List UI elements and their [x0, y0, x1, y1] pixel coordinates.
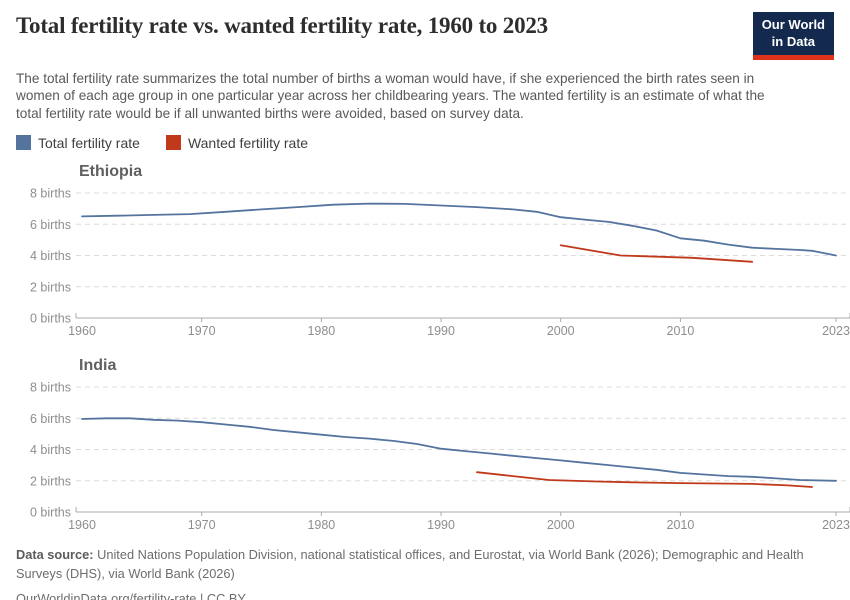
- x-axis-label: 2000: [547, 518, 575, 532]
- title-row: Total fertility rate vs. wanted fertilit…: [16, 12, 834, 60]
- x-axis-label: 1990: [427, 324, 455, 338]
- y-axis-label: 0 births: [30, 505, 71, 519]
- series-line-total-fertility-rate: [81, 417, 837, 482]
- charts-container: Ethiopia 0 births 2 births 4 births 6 births…: [16, 162, 850, 534]
- legend-item-0: Total fertility rate: [16, 135, 140, 151]
- legend: Total fertility rate Wanted fertility rat…: [16, 135, 834, 151]
- y-axis-label: 4 births: [30, 443, 71, 457]
- chart-panel-title: India: [79, 356, 117, 374]
- page-title: Total fertility rate vs. wanted fertilit…: [16, 13, 548, 38]
- x-axis-label: 1970: [188, 324, 216, 338]
- y-axis-label: 0 births: [30, 311, 71, 325]
- chart-subtitle: The total fertility rate summarizes the …: [16, 70, 765, 121]
- y-axis-label: 2 births: [30, 474, 71, 488]
- x-axis-label: 1990: [427, 518, 455, 532]
- chart-india: India 0 births 2 births 4 births 6 births 8 b…: [16, 356, 850, 534]
- x-axis-label: 2023: [822, 518, 850, 532]
- legend-swatch-icon: [16, 135, 31, 151]
- footer-link-line: OurWorldinData.org/fertility-rate | CC B…: [16, 590, 831, 600]
- series-line-total-fertility-rate: [81, 202, 837, 257]
- owid-logo-line1: Our World: [761, 17, 825, 32]
- owid-logo: Our World in Data: [752, 12, 834, 60]
- chart-ethiopia: Ethiopia 0 births 2 births 4 births 6 births…: [16, 162, 850, 340]
- legend-label: Wanted fertility rate: [187, 134, 309, 151]
- y-axis-label: 4 births: [30, 249, 71, 263]
- legend-swatch-icon: [165, 135, 181, 151]
- chart-plot-india: 0 births 2 births 4 births 6 births 8 births…: [30, 380, 850, 532]
- data-source-text: United Nations Population Division, nati…: [16, 546, 804, 581]
- x-axis-label: 2010: [667, 324, 695, 338]
- x-axis-label: 1970: [188, 518, 216, 532]
- y-axis-label: 8 births: [30, 186, 71, 200]
- footer-url[interactable]: OurWorldinData.org/fertility-rate: [16, 591, 197, 600]
- x-axis-label: 2023: [822, 324, 850, 338]
- x-axis-label: 1960: [68, 324, 96, 338]
- x-axis-label: 2010: [667, 518, 695, 532]
- x-axis-label: 1960: [68, 518, 96, 532]
- series-line-wanted-fertility-rate: [559, 244, 754, 263]
- x-axis-label: 2000: [547, 324, 575, 338]
- owid-logo-line2: in Data: [771, 33, 816, 49]
- y-axis-label: 6 births: [30, 218, 71, 232]
- chart-footer: Data source: United Nations Population D…: [16, 546, 834, 600]
- x-axis-label: 1980: [307, 518, 335, 532]
- y-axis-label: 2 births: [30, 280, 71, 294]
- data-source-line: Data source: United Nations Population D…: [16, 546, 831, 583]
- series-line-wanted-fertility-rate: [476, 471, 813, 488]
- y-axis-label: 8 births: [30, 380, 71, 394]
- footer-license: | CC BY: [196, 591, 246, 600]
- x-axis-label: 1980: [307, 324, 335, 338]
- legend-label: Total fertility rate: [38, 134, 140, 151]
- chart-panel-title: Ethiopia: [79, 162, 143, 180]
- chart-plot-ethiopia: 0 births 2 births 4 births 6 births 8 births…: [30, 186, 850, 338]
- y-axis-label: 6 births: [30, 412, 71, 426]
- data-source-label: Data source:: [16, 546, 94, 562]
- legend-item-1: Wanted fertility rate: [165, 134, 309, 151]
- chart-header: Total fertility rate vs. wanted fertilit…: [16, 12, 834, 151]
